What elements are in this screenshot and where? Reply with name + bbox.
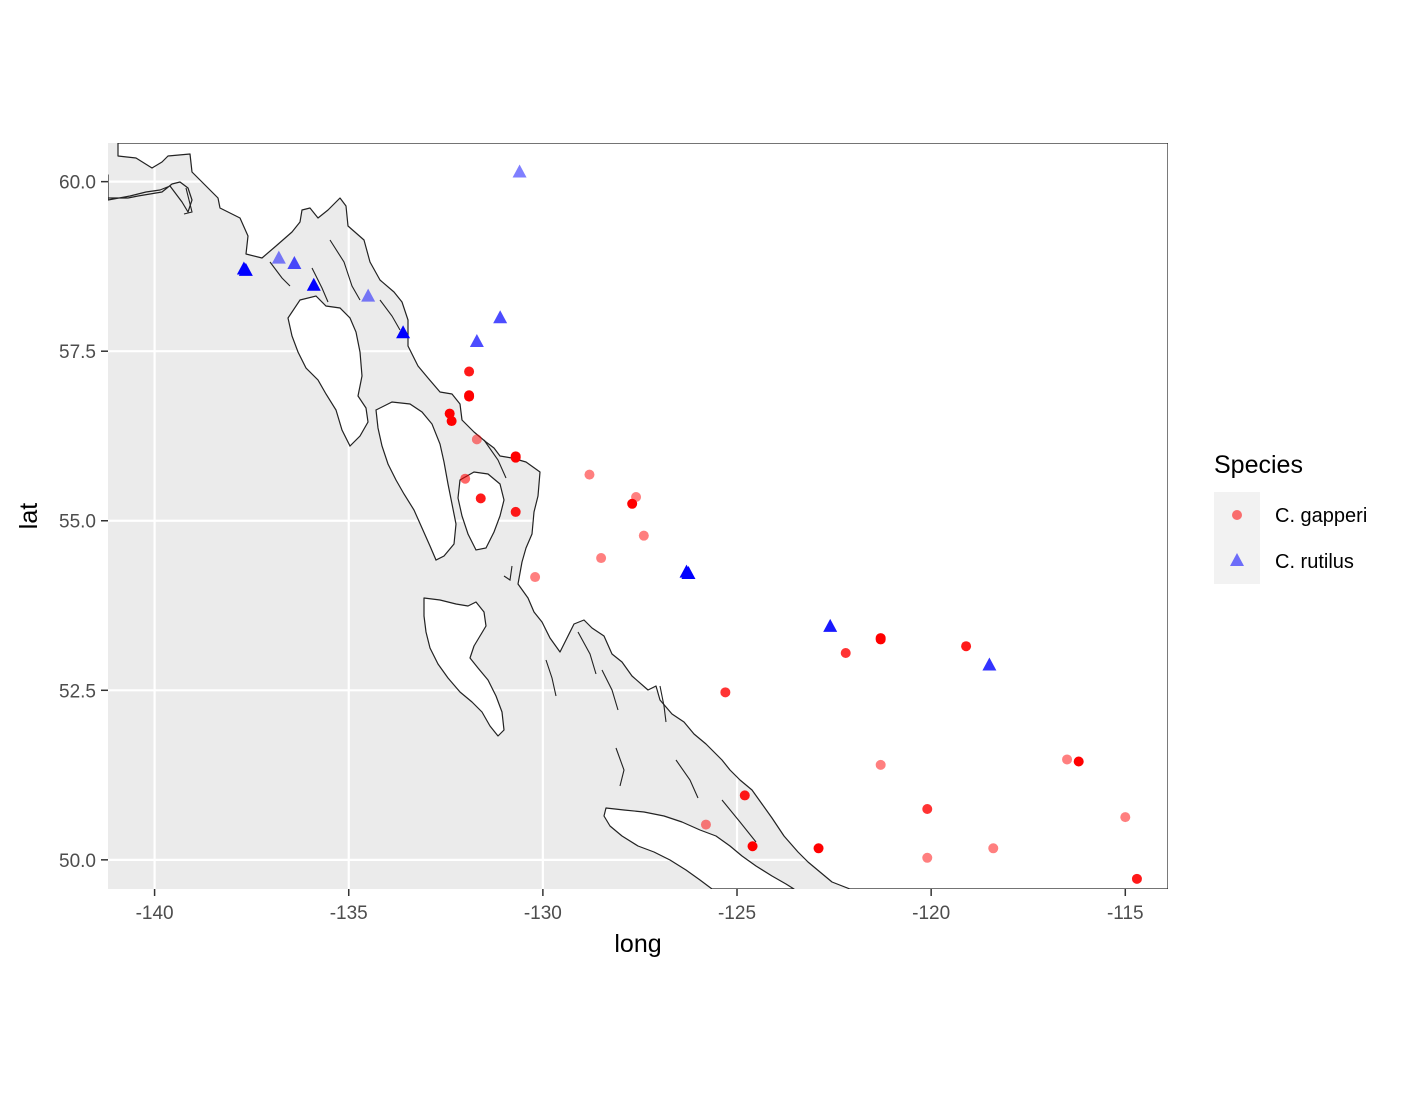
legend-title: Species (1214, 451, 1303, 479)
point-c-gapperi (875, 759, 886, 770)
point-c-rutilus (823, 618, 838, 632)
axis-ticks: -140 -135 -130 -125 -120 -115 50.0 52.5 55.0 57.5… (59, 173, 1144, 924)
point-c-rutilus (361, 288, 376, 302)
archipelago-2 (375, 401, 457, 561)
point-c-gapperi (631, 492, 642, 503)
archipelago-1 (287, 295, 369, 448)
point-c-gapperi (584, 469, 595, 480)
point-c-gapperi (446, 416, 457, 427)
point-c-gapperi (720, 687, 731, 698)
legend-key-c-gapperi (1232, 510, 1242, 520)
mainland (117, 143, 1168, 889)
point-c-gapperi (530, 572, 541, 583)
point-c-rutilus (306, 277, 321, 291)
y-tick-label: 57.5 (59, 342, 96, 363)
point-c-gapperi (961, 641, 972, 652)
point-c-rutilus (982, 657, 997, 671)
coastline-land (108, 143, 1168, 889)
point-c-gapperi (510, 506, 521, 517)
point-c-gapperi (988, 843, 999, 854)
point-c-gapperi (922, 852, 933, 863)
point-c-gapperi (922, 803, 933, 814)
point-c-rutilus (512, 164, 527, 178)
point-c-gapperi (813, 843, 824, 854)
legend-label-c-rutilus: C. rutilus (1275, 551, 1354, 573)
point-c-gapperi (1073, 756, 1084, 767)
point-c-rutilus (681, 565, 696, 579)
archipelago-3 (457, 471, 505, 551)
legend: Species C. gapperi C. rutilus (1214, 451, 1367, 584)
data-points (236, 164, 1142, 884)
point-c-rutilus (271, 250, 286, 264)
x-tick-label: -115 (1107, 903, 1144, 924)
x-axis-title: long (614, 930, 661, 958)
point-c-gapperi (464, 366, 475, 377)
x-tick-label: -135 (330, 903, 368, 924)
point-c-rutilus (469, 334, 484, 348)
point-c-gapperi (464, 391, 475, 402)
point-c-gapperi (875, 634, 886, 645)
point-c-gapperi (1062, 754, 1073, 765)
point-c-rutilus (287, 256, 302, 270)
point-c-gapperi (475, 493, 486, 504)
point-c-gapperi (747, 841, 758, 852)
point-c-gapperi (1120, 812, 1131, 823)
x-tick-label: -140 (136, 903, 174, 924)
y-tick-label: 55.0 (59, 512, 96, 533)
y-tick-label: 50.0 (59, 851, 96, 872)
point-c-gapperi (739, 790, 750, 801)
point-c-gapperi (840, 647, 851, 658)
inlet-1 (183, 187, 757, 843)
haida-gwaii (423, 597, 505, 737)
y-tick-label: 60.0 (59, 173, 96, 194)
legend-key-c-rutilus (1230, 553, 1244, 566)
y-axis-title: lat (15, 503, 43, 529)
y-tick-label: 52.5 (59, 681, 96, 702)
x-tick-label: -125 (718, 903, 756, 924)
point-c-gapperi (596, 553, 607, 564)
point-c-gapperi (471, 434, 482, 445)
point-c-gapperi (510, 452, 521, 463)
point-c-gapperi (460, 473, 471, 484)
x-tick-label: -120 (912, 903, 950, 924)
ocean-coast (108, 174, 193, 213)
point-c-rutilus (238, 262, 253, 276)
point-c-gapperi (638, 530, 649, 541)
point-c-rutilus (493, 310, 508, 324)
legend-label-c-gapperi: C. gapperi (1275, 505, 1367, 527)
vancouver-island (603, 807, 795, 889)
point-c-gapperi (700, 819, 711, 830)
x-tick-label: -130 (524, 903, 562, 924)
point-c-gapperi (1131, 873, 1142, 884)
point-c-rutilus (396, 325, 411, 339)
